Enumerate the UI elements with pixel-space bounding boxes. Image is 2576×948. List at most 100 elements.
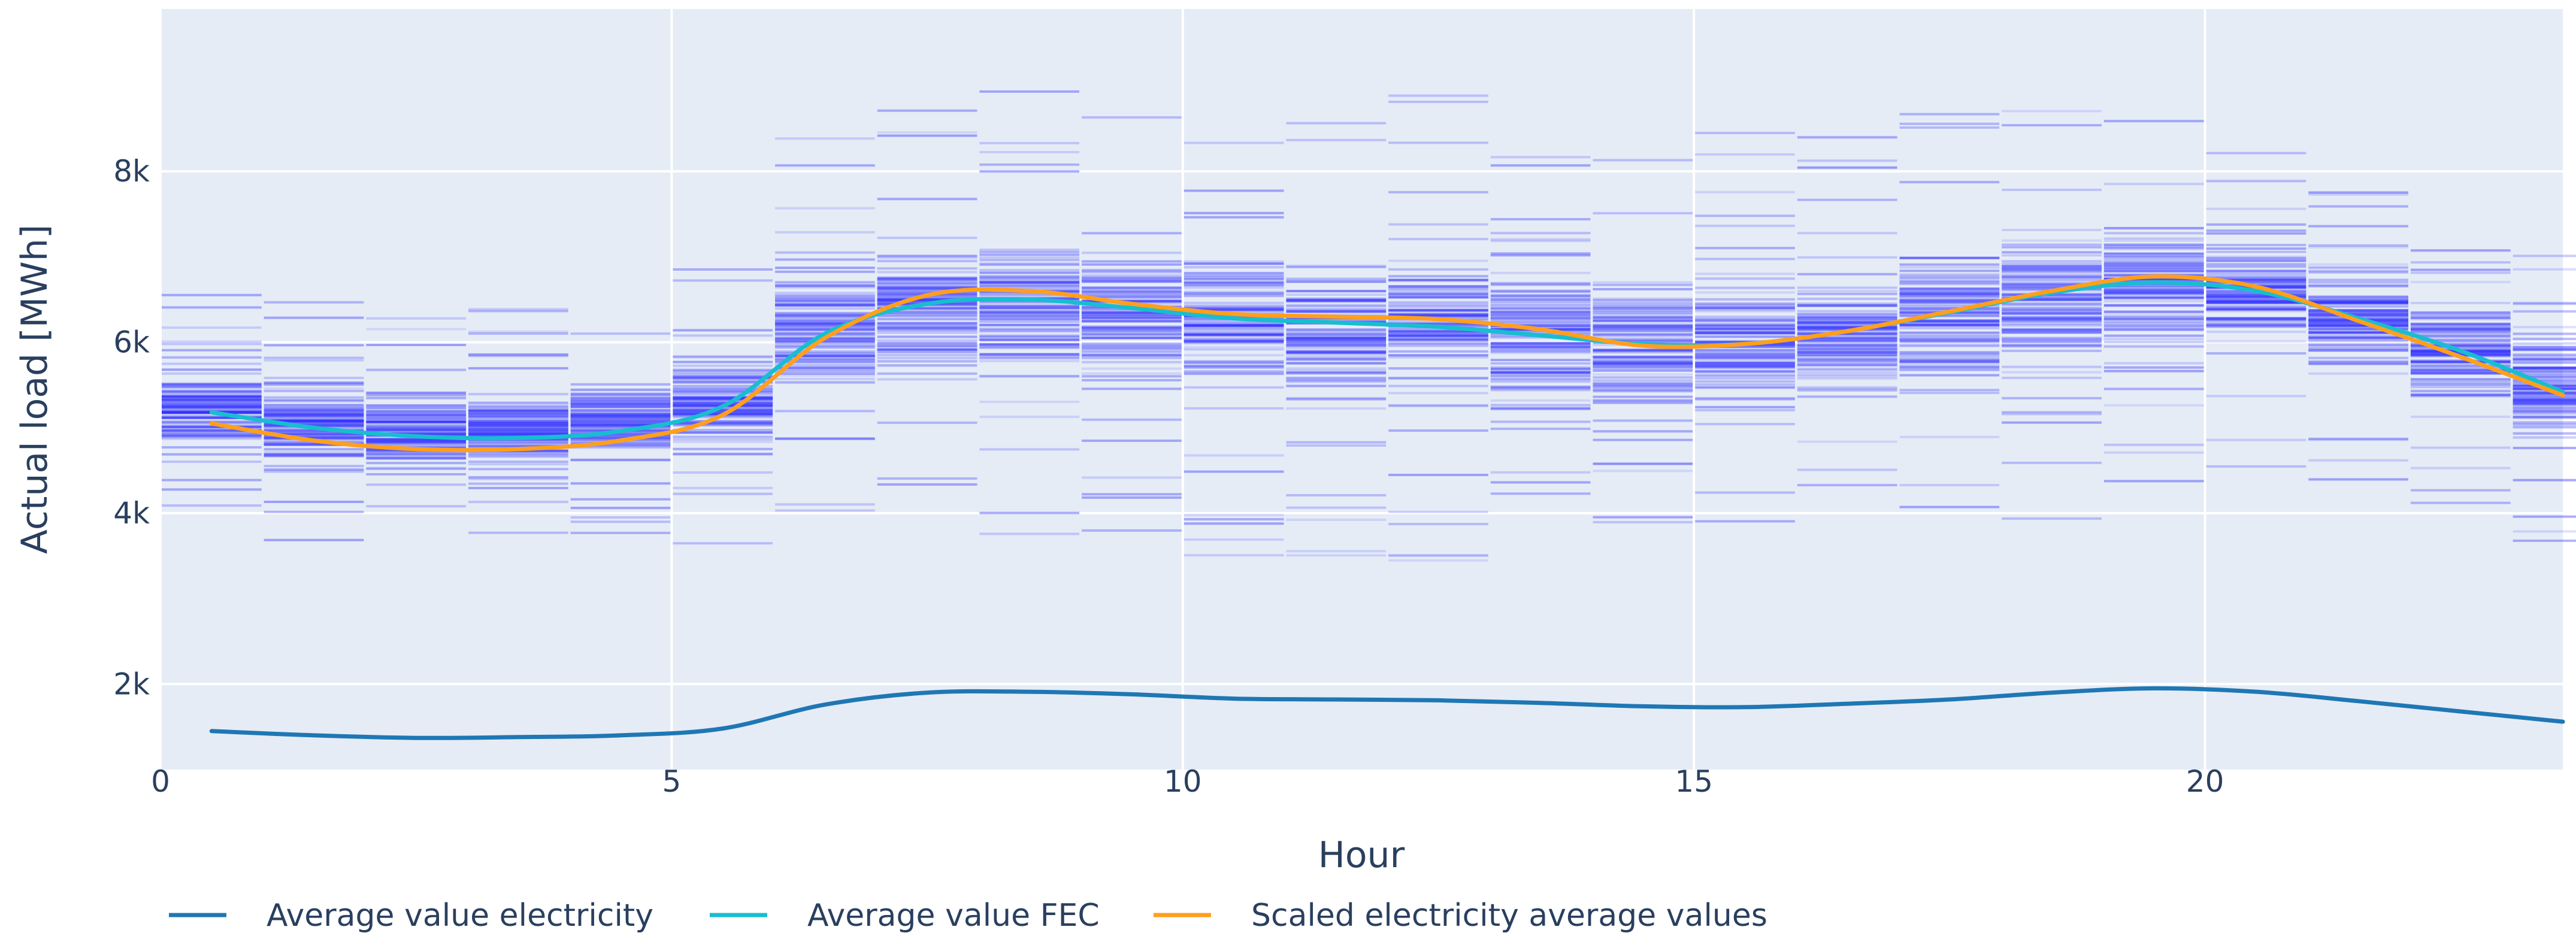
distribution-stroke (979, 277, 1080, 280)
distribution-stroke (1899, 266, 2000, 269)
distribution-stroke (1082, 493, 1182, 496)
distribution-stroke (775, 380, 875, 383)
distribution-stroke (2206, 292, 2306, 295)
series-line-2 (209, 274, 2565, 453)
distribution-stroke (673, 376, 773, 379)
distribution-stroke (1695, 332, 1795, 335)
distribution-stroke (1797, 314, 1897, 317)
distribution-stroke (1388, 301, 1488, 304)
distribution-stroke (979, 304, 1080, 307)
distribution-stroke (1899, 307, 2000, 310)
distribution-stroke (2308, 309, 2408, 312)
distribution-stroke (468, 424, 568, 427)
distribution-stroke (979, 263, 1080, 266)
distribution-stroke (1286, 337, 1387, 340)
distribution-stroke (775, 355, 875, 358)
distribution-stroke (2308, 349, 2408, 352)
distribution-stroke (2513, 367, 2576, 369)
distribution-stroke (468, 425, 568, 428)
distribution-stroke (2410, 316, 2511, 319)
distribution-stroke (1593, 323, 1693, 326)
distribution-stroke (1797, 321, 1897, 324)
distribution-stroke (162, 402, 262, 405)
distribution-stroke (1388, 302, 1488, 305)
distribution-stroke (1797, 320, 1897, 323)
distribution-stroke (468, 444, 568, 447)
distribution-stroke (775, 361, 875, 364)
distribution-stroke (1899, 269, 2000, 272)
distribution-stroke (2002, 307, 2102, 310)
distribution-stroke (468, 426, 568, 429)
distribution-stroke (1593, 329, 1693, 332)
distribution-stroke (979, 304, 1080, 307)
distribution-stroke (1490, 408, 1591, 411)
distribution-stroke (2308, 331, 2408, 334)
distribution-stroke (2002, 285, 2102, 288)
distribution-stroke (1490, 344, 1591, 347)
distribution-stroke (979, 353, 1080, 356)
distribution-stroke (2513, 539, 2576, 542)
distribution-stroke (673, 372, 773, 375)
distribution-stroke (979, 312, 1080, 315)
distribution-stroke (1183, 216, 1284, 219)
distribution-stroke (1490, 294, 1591, 297)
distribution-stroke (2103, 277, 2204, 280)
distribution-stroke (2206, 294, 2306, 297)
distribution-stroke (1183, 338, 1284, 341)
distribution-stroke (877, 276, 977, 279)
distribution-stroke (2410, 327, 2511, 330)
distribution-stroke (2206, 279, 2306, 282)
distribution-stroke (1899, 320, 2000, 323)
distribution-stroke (264, 301, 364, 304)
distribution-stroke (979, 339, 1080, 342)
distribution-stroke (1899, 344, 2000, 347)
distribution-stroke (979, 416, 1080, 419)
distribution-stroke (1183, 315, 1284, 318)
distribution-stroke (2308, 266, 2408, 269)
distribution-stroke (468, 463, 568, 466)
distribution-stroke (162, 416, 262, 419)
distribution-stroke (673, 390, 773, 393)
distribution-stroke (366, 415, 467, 418)
distribution-stroke (1490, 252, 1591, 255)
distribution-stroke (1388, 554, 1488, 557)
distribution-stroke (570, 422, 671, 425)
distribution-stroke (264, 422, 364, 425)
distribution-stroke (775, 316, 875, 319)
distribution-stroke (1899, 320, 2000, 323)
distribution-stroke (877, 298, 977, 301)
distribution-stroke (1797, 326, 1897, 329)
distribution-stroke (2410, 353, 2511, 356)
distribution-stroke (264, 381, 364, 384)
distribution-stroke (1899, 281, 2000, 284)
distribution-stroke (673, 377, 773, 380)
distribution-stroke (2308, 193, 2408, 196)
distribution-stroke (1490, 310, 1591, 313)
distribution-stroke (2410, 344, 2511, 347)
distribution-stroke (468, 409, 568, 412)
distribution-stroke (775, 322, 875, 325)
distribution-stroke (775, 314, 875, 317)
distribution-stroke (1797, 304, 1897, 307)
distribution-stroke (1490, 254, 1591, 257)
distribution-stroke (1388, 323, 1488, 326)
distribution-stroke (1388, 293, 1488, 296)
distribution-stroke (1593, 339, 1693, 342)
distribution-stroke (162, 461, 262, 464)
distribution-stroke (2206, 281, 2306, 284)
distribution-stroke (1593, 384, 1693, 387)
distribution-stroke (366, 421, 467, 424)
distribution-stroke (366, 425, 467, 428)
distribution-stroke (1286, 280, 1387, 283)
distribution-stroke (2206, 298, 2306, 301)
distribution-stroke (1183, 454, 1284, 457)
distribution-stroke (468, 421, 568, 424)
distribution-stroke (366, 328, 467, 331)
distribution-stroke (2103, 277, 2204, 280)
distribution-stroke (1286, 310, 1387, 313)
distribution-stroke (2002, 338, 2102, 341)
distribution-stroke (877, 299, 977, 302)
distribution-stroke (2206, 317, 2306, 320)
distribution-stroke (1695, 132, 1795, 135)
distribution-stroke (979, 331, 1080, 334)
